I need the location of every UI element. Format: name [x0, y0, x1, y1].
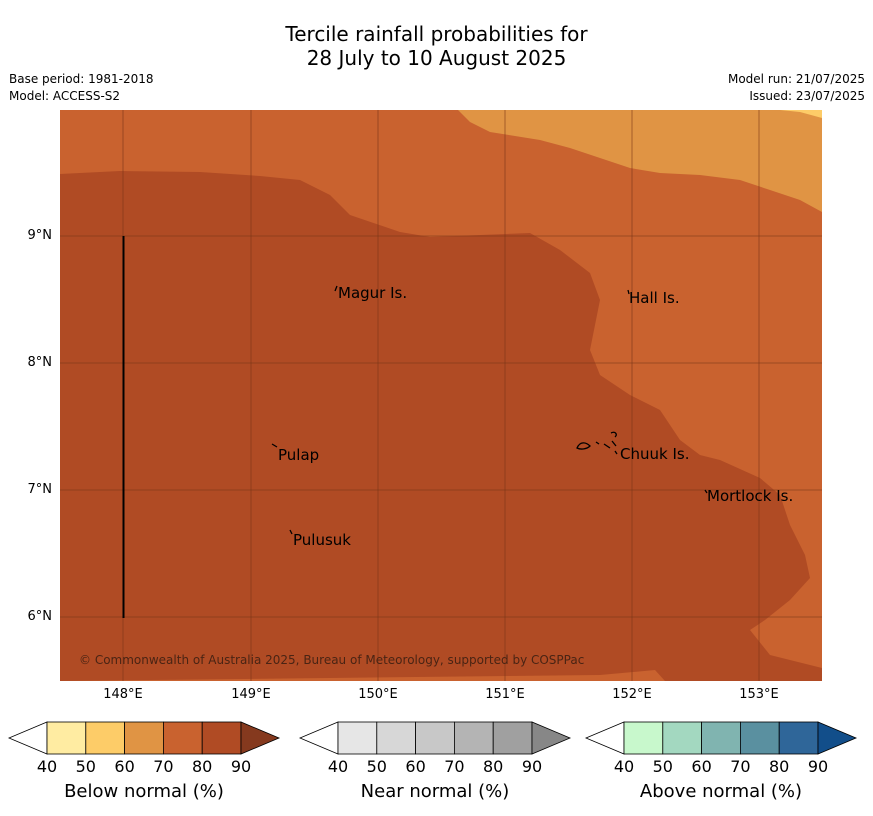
- colorbar-title-below: Below normal (%): [64, 781, 224, 802]
- colorbar-below-segment: [201, 721, 242, 755]
- colorbar-above-segment: [740, 721, 780, 755]
- place-label-pulap: Pulap: [278, 446, 320, 464]
- colorbar-above-tick-label: 60: [691, 757, 712, 776]
- lat-label-7n: 7°N: [27, 482, 53, 497]
- colorbar-above-low-extend: [584, 721, 625, 755]
- lon-label-148e: 148°E: [103, 687, 143, 702]
- colorbar-near-high-extend: [531, 721, 572, 755]
- island-mortlock: [704, 489, 708, 494]
- place-label-magur: Magur Is.: [338, 284, 408, 302]
- lat-label-8n: 8°N: [27, 355, 53, 370]
- colorbar-near-normal: [298, 721, 572, 755]
- island-hall: [627, 289, 630, 295]
- islands: [271, 285, 708, 535]
- colorbar-near-segment: [337, 721, 378, 755]
- place-label-pulusuk: Pulusuk: [293, 531, 351, 549]
- prob-zone-60: [458, 110, 822, 212]
- island-chuuk-e: [611, 440, 617, 447]
- colorbar-above-normal: [584, 721, 858, 755]
- colorbar-below-segment: [46, 721, 87, 755]
- lat-label-6n: 6°N: [27, 609, 53, 624]
- colorbar-below-normal: [7, 721, 281, 755]
- island-chuuk-a: [576, 442, 591, 450]
- lon-label-153e: 153°E: [739, 687, 779, 702]
- colorbar-above-tick-label: 50: [652, 757, 673, 776]
- base-period: Base period: 1981-2018: [9, 72, 154, 86]
- island-chuuk-f: [614, 450, 618, 455]
- colorbar-above-tick-label: 70: [730, 757, 751, 776]
- map-area: [60, 110, 822, 681]
- colorbar-below-tick-label: 90: [230, 757, 252, 776]
- model-name: Model: ACCESS-S2: [9, 89, 121, 103]
- meta-right: Model run: 21/07/2025 Issued: 23/07/2025: [728, 71, 865, 105]
- colorbar-below-tick-label: 50: [75, 757, 96, 776]
- place-label-hall: Hall Is.: [629, 289, 680, 307]
- colorbar-near-segment: [376, 721, 416, 755]
- colorbar-near-tick-label: 80: [483, 757, 504, 776]
- island-chuuk-b: [595, 441, 600, 445]
- colorbar-above-segment: [623, 721, 664, 755]
- colorbar-near-tick-label: 70: [444, 757, 465, 776]
- island-pulusuk: [289, 529, 293, 535]
- colorbar-title-above: Above normal (%): [639, 781, 803, 802]
- issued-date: Issued: 23/07/2025: [749, 89, 865, 103]
- prob-zone-80: [60, 171, 822, 681]
- colorbar-above-segment: [778, 721, 819, 755]
- colorbar-above-tick-label: 40: [613, 757, 635, 776]
- colorbar-above-high-extend: [817, 721, 858, 755]
- island-pulap: [271, 443, 278, 448]
- place-label-chuuk: Chuuk Is.: [620, 445, 690, 463]
- colorbar-near-tick-label: 50: [366, 757, 387, 776]
- colorbar-above-segment: [662, 721, 702, 755]
- chart-title: Tercile rainfall probabilities for 28 Ju…: [0, 22, 873, 70]
- colorbar-near-segment: [415, 721, 455, 755]
- meta-left: Base period: 1981-2018 Model: ACCESS-S2: [9, 71, 154, 105]
- lon-label-150e: 150°E: [358, 687, 398, 702]
- place-label-mortlock: Mortlock Is.: [707, 487, 794, 505]
- colorbar-near-tick-label: 60: [405, 757, 426, 776]
- colorbar-below-segment: [162, 721, 203, 755]
- lon-label-149e: 149°E: [231, 687, 271, 702]
- colorbar-below-segment: [124, 721, 164, 755]
- model-run: Model run: 21/07/2025: [727, 72, 865, 86]
- colorbar-near-segment: [453, 721, 494, 755]
- colorbar-below-tick-label: 40: [36, 757, 58, 776]
- lon-label-152e: 152°E: [612, 687, 652, 702]
- colorbar-near-segment: [492, 721, 533, 755]
- colorbar-above-tick-label: 90: [807, 757, 829, 776]
- prob-zone-50: [780, 110, 822, 118]
- lon-label-151e: 151°E: [485, 687, 525, 702]
- island-magur: [334, 285, 338, 292]
- copyright-notice: © Commonwealth of Australia 2025, Bureau…: [79, 653, 585, 667]
- colorbar-below-tick-label: 60: [114, 757, 135, 776]
- colorbar-near-tick-label: 90: [521, 757, 543, 776]
- colorbar-below-segment: [85, 721, 126, 755]
- lat-label-9n: 9°N: [27, 228, 53, 243]
- colorbar-below-tick-label: 80: [192, 757, 213, 776]
- colorbar-above-tick-label: 80: [769, 757, 790, 776]
- colorbar-above-segment: [701, 721, 741, 755]
- title-line-1: Tercile rainfall probabilities for: [285, 22, 588, 46]
- title-line-2: 28 July to 10 August 2025: [306, 46, 567, 70]
- colorbar-near-low-extend: [298, 721, 339, 755]
- island-chuuk-d: [610, 431, 617, 438]
- colorbar-near-tick-label: 40: [327, 757, 349, 776]
- colorbar-below-low-extend: [7, 721, 48, 755]
- colorbar-below-tick-label: 70: [153, 757, 174, 776]
- island-chuuk-c: [603, 443, 611, 449]
- colorbar-title-near: Near normal (%): [360, 781, 510, 802]
- colorbar-below-high-extend: [240, 721, 281, 755]
